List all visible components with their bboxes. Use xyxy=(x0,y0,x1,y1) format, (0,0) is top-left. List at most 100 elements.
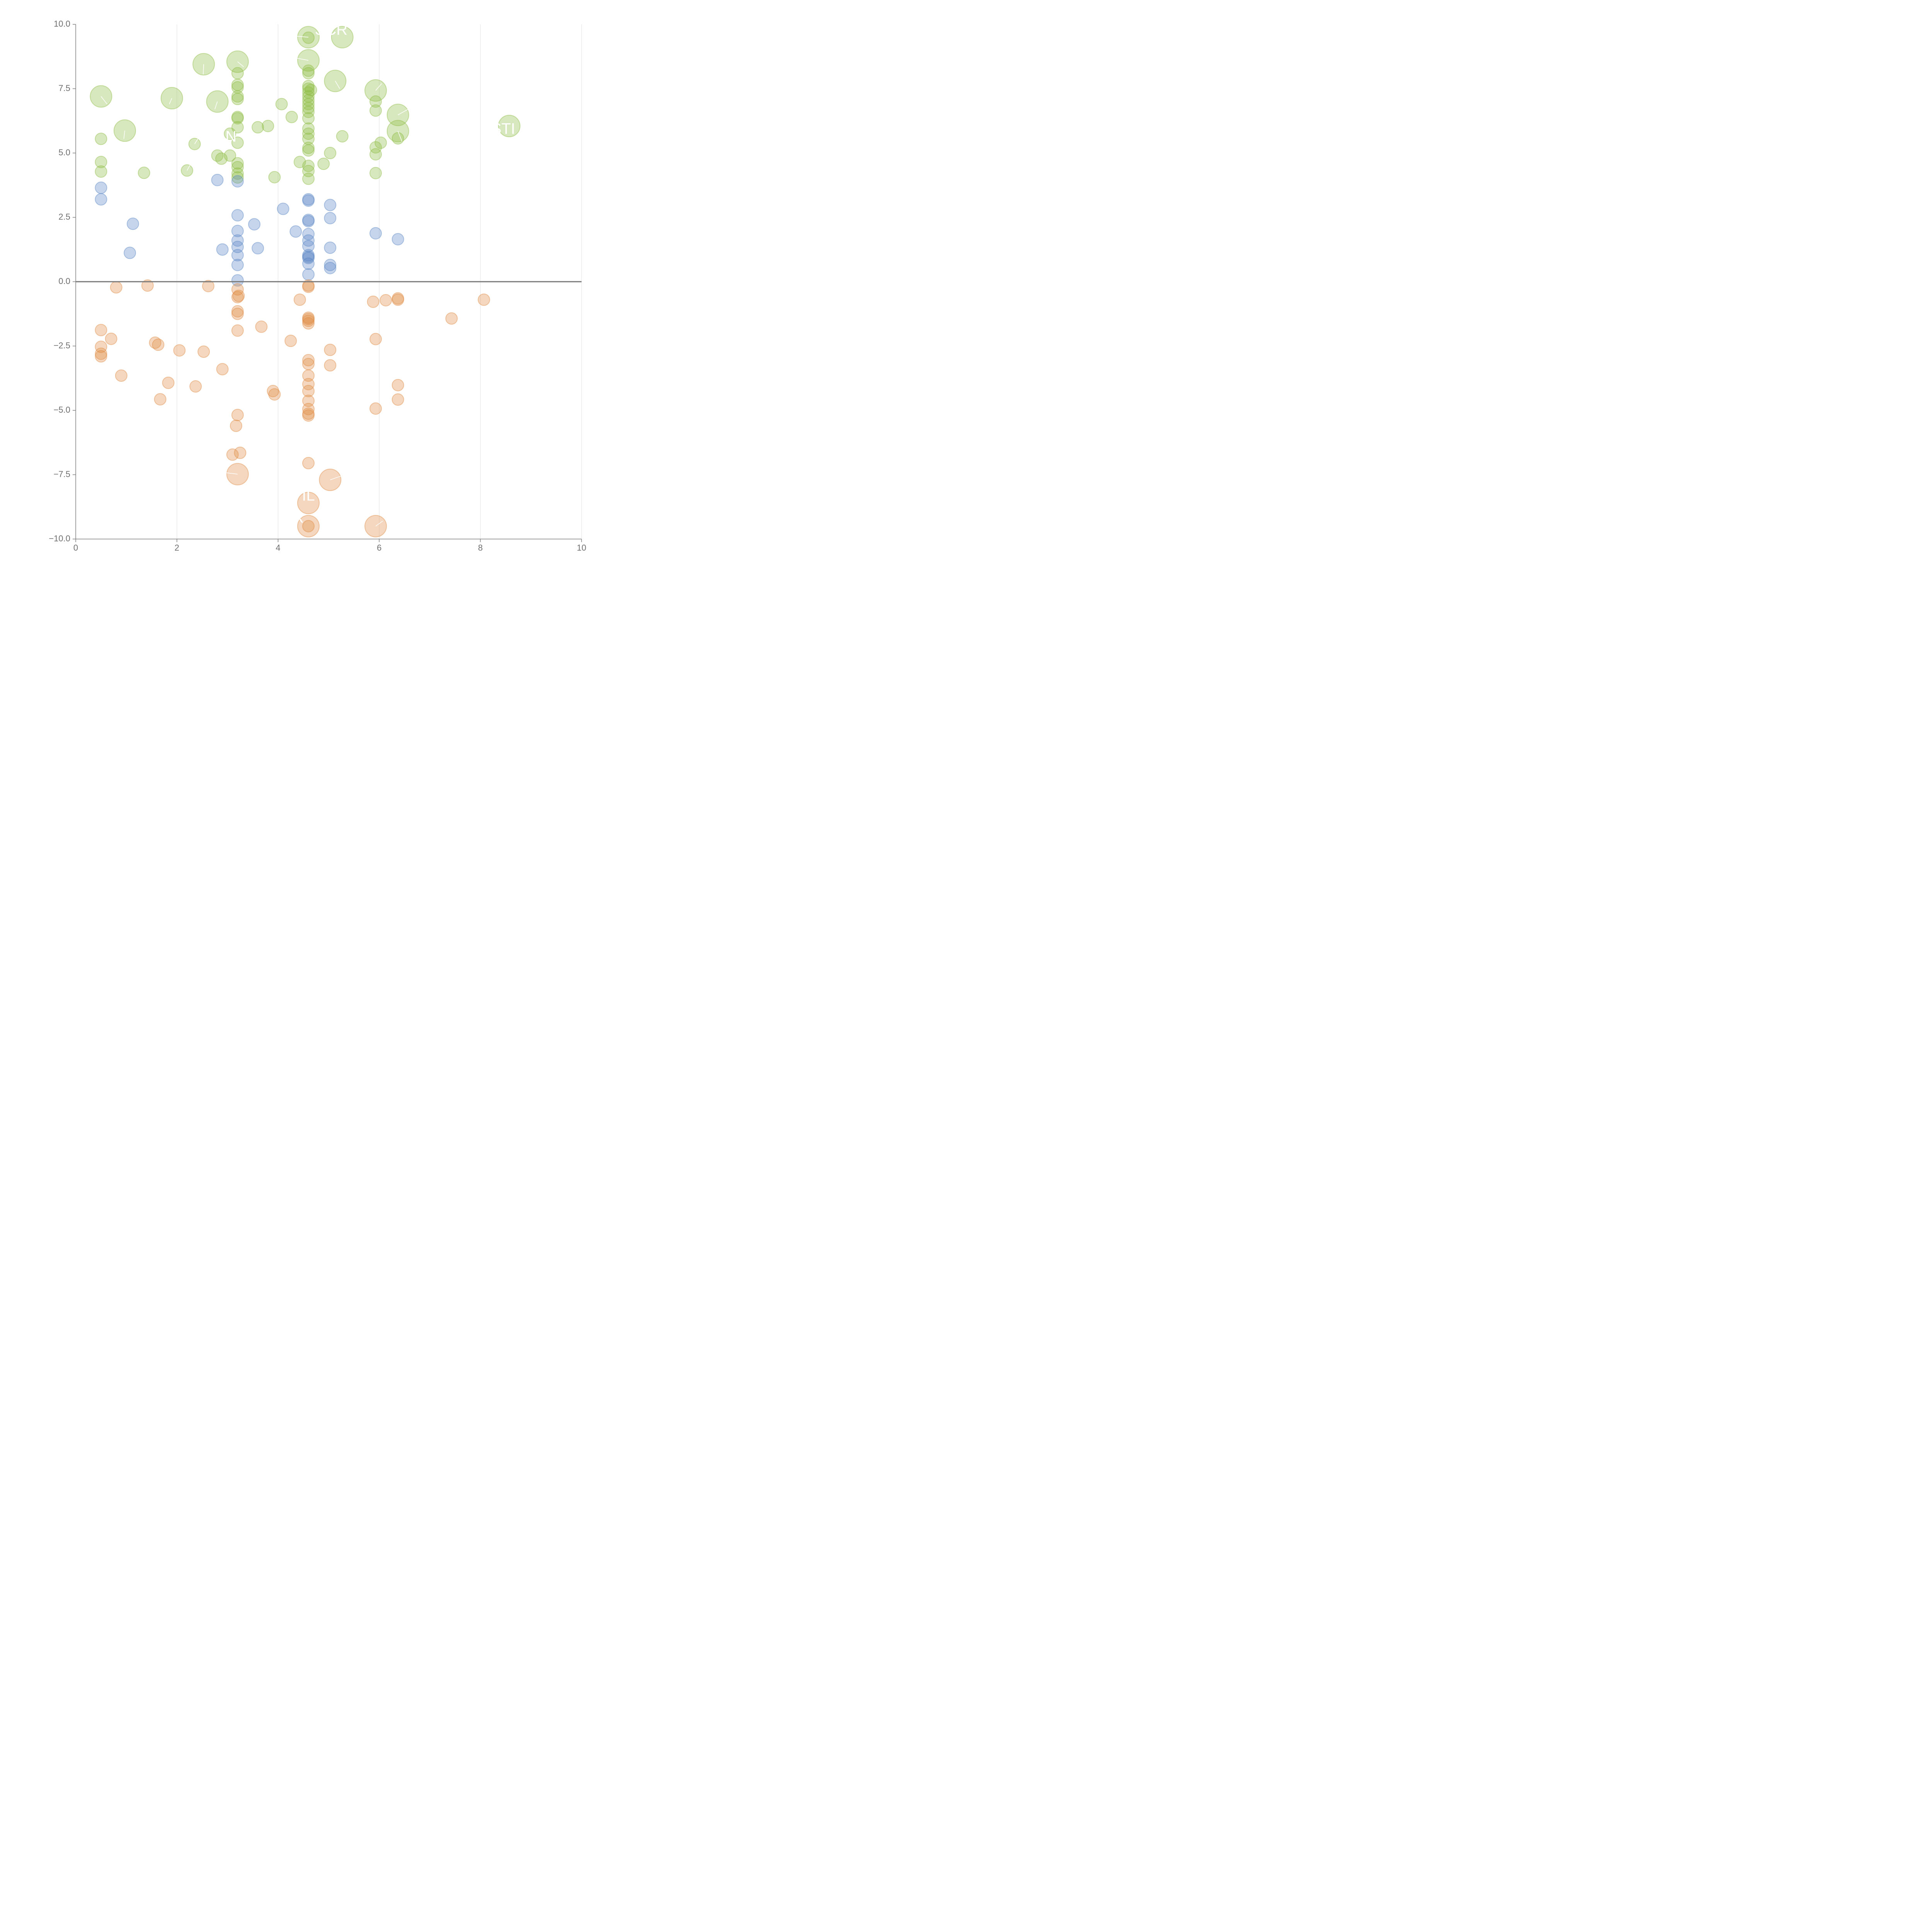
data-point-orange xyxy=(95,350,107,363)
data-point-green xyxy=(369,148,382,161)
data-point-blue xyxy=(252,242,264,255)
point-label: N xyxy=(225,128,236,145)
data-point-green xyxy=(95,156,107,168)
data-point-green xyxy=(302,102,315,114)
data-point-orange xyxy=(231,308,244,320)
point-label: IL xyxy=(302,487,315,504)
data-point-orange xyxy=(105,332,117,345)
data-point-orange xyxy=(297,492,320,514)
data-point-blue xyxy=(95,193,107,206)
data-point-green xyxy=(369,167,382,179)
data-point-blue xyxy=(369,227,382,240)
data-point-green xyxy=(138,167,150,179)
data-point-green xyxy=(302,98,315,111)
y-tick-label: −2.5 xyxy=(54,340,70,350)
data-point-blue xyxy=(302,214,315,226)
data-point-green xyxy=(302,82,315,95)
data-point-green xyxy=(302,94,315,107)
data-point-green xyxy=(302,90,315,103)
data-point-orange xyxy=(231,291,244,303)
label-leader-lines xyxy=(100,36,408,527)
data-point-green xyxy=(231,78,244,91)
data-point-green xyxy=(268,171,281,184)
x-tick-label: 4 xyxy=(276,543,280,553)
data-point-green xyxy=(231,157,244,170)
data-point-green xyxy=(302,122,315,135)
y-tick-label: −10.0 xyxy=(49,534,70,543)
data-point-blue xyxy=(324,242,337,254)
data-point-blue xyxy=(302,250,315,263)
point-label: SCR xyxy=(315,21,347,38)
data-point-blue xyxy=(302,194,315,207)
data-point-orange xyxy=(367,295,379,308)
y-tick-label: −7.5 xyxy=(54,469,70,479)
data-point-blue xyxy=(231,241,244,253)
data-point-orange xyxy=(391,379,404,391)
data-point-green xyxy=(224,128,236,140)
data-point-orange xyxy=(293,293,306,306)
x-tick-label: 6 xyxy=(377,543,381,553)
data-point-orange xyxy=(391,292,404,305)
data-point-green xyxy=(302,141,315,154)
data-point-orange xyxy=(379,294,392,306)
data-point-green xyxy=(231,171,244,184)
data-point-green xyxy=(369,95,382,108)
data-point-blue xyxy=(302,228,315,240)
leader-line xyxy=(398,109,408,116)
data-point-orange xyxy=(149,336,162,349)
data-point-green xyxy=(302,112,315,125)
data-point-green xyxy=(331,26,354,49)
data-point-green xyxy=(369,104,382,117)
x-tick-label: 10 xyxy=(577,543,586,553)
data-point-green xyxy=(304,83,317,96)
data-point-green xyxy=(262,120,274,133)
data-point-green xyxy=(374,136,387,149)
data-point-orange xyxy=(230,419,242,432)
data-point-green xyxy=(302,160,315,172)
data-point-orange xyxy=(302,395,315,407)
data-point-orange xyxy=(267,385,279,398)
data-point-green xyxy=(302,128,315,140)
data-point-green xyxy=(231,67,244,80)
leader-line xyxy=(100,96,107,104)
data-point-blue xyxy=(231,259,244,271)
data-point-orange xyxy=(302,313,315,325)
y-tick-label: 2.5 xyxy=(58,212,70,221)
data-point-orange xyxy=(268,388,281,401)
data-point-green xyxy=(302,172,315,185)
data-point-orange xyxy=(231,408,244,421)
data-point-orange xyxy=(369,333,382,345)
data-point-orange xyxy=(302,457,315,469)
data-point-orange xyxy=(391,393,404,406)
data-point-green xyxy=(231,112,244,125)
leader-line xyxy=(187,163,192,171)
data-point-orange xyxy=(302,279,315,292)
data-point-orange xyxy=(302,317,315,330)
data-point-orange xyxy=(324,359,337,372)
data-point-orange xyxy=(302,407,315,420)
data-point-blue xyxy=(231,234,244,247)
data-point-green xyxy=(302,67,315,80)
data-point-orange xyxy=(231,283,244,296)
data-point-blue xyxy=(302,215,315,228)
leader-line xyxy=(194,137,199,145)
data-point-green xyxy=(231,81,244,94)
data-point-green xyxy=(231,121,244,134)
y-tick-label: 7.5 xyxy=(58,83,70,93)
data-point-blue xyxy=(302,252,315,264)
data-point-blue xyxy=(231,274,244,287)
data-point-orange xyxy=(95,340,107,353)
data-point-green xyxy=(302,64,315,77)
data-point-green xyxy=(90,85,112,108)
data-point-blue xyxy=(211,173,224,186)
data-point-green xyxy=(211,149,224,162)
data-point-orange xyxy=(231,324,244,337)
data-point-blue xyxy=(302,193,315,206)
y-tick-label: 5.0 xyxy=(58,148,70,157)
data-point-orange xyxy=(234,446,247,459)
data-point-orange xyxy=(302,358,315,371)
data-point-blue xyxy=(324,212,337,224)
data-point-orange xyxy=(302,378,315,391)
data-point-orange xyxy=(478,293,490,306)
data-point-orange xyxy=(173,344,186,357)
